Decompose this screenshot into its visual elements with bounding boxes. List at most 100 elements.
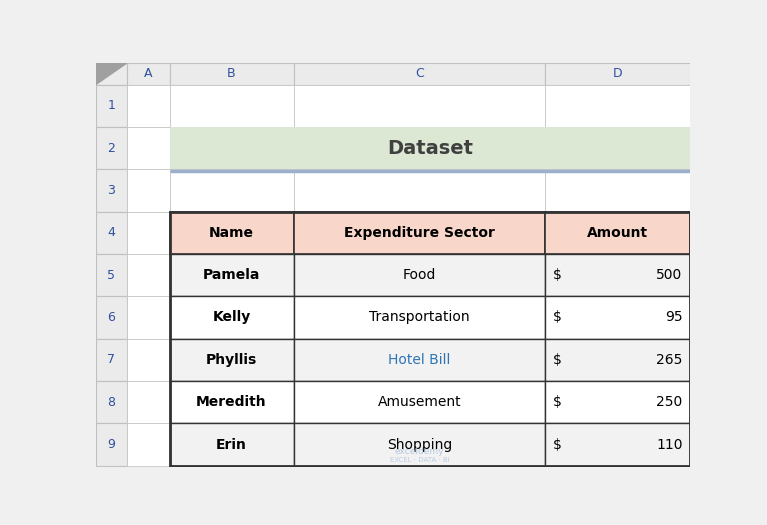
Text: $: $ <box>553 353 562 367</box>
Bar <box>127 296 170 339</box>
Text: Food: Food <box>403 268 436 282</box>
Text: 7: 7 <box>107 353 115 366</box>
Bar <box>127 63 170 85</box>
Bar <box>294 339 545 381</box>
Bar <box>127 339 170 381</box>
Bar <box>170 254 294 296</box>
Bar <box>294 296 545 339</box>
Text: 265: 265 <box>657 353 683 367</box>
Bar <box>170 169 294 212</box>
Bar <box>545 381 690 423</box>
Bar <box>294 339 545 381</box>
Text: 2: 2 <box>107 142 115 154</box>
Bar <box>96 296 127 339</box>
Text: Name: Name <box>209 226 254 240</box>
Text: 500: 500 <box>657 268 683 282</box>
Bar <box>127 423 170 466</box>
Bar <box>170 423 294 466</box>
Bar <box>127 212 170 254</box>
Text: 95: 95 <box>665 310 683 324</box>
Bar <box>170 423 294 466</box>
Bar <box>96 381 127 423</box>
Bar <box>294 127 545 169</box>
Bar <box>127 127 170 169</box>
Bar <box>294 423 545 466</box>
Bar <box>294 212 545 254</box>
Bar <box>96 85 127 127</box>
Text: 3: 3 <box>107 184 115 197</box>
Text: EXCEL · DATA · BI: EXCEL · DATA · BI <box>390 457 449 463</box>
Bar <box>96 339 127 381</box>
Bar <box>96 212 127 254</box>
Text: Amount: Amount <box>588 226 648 240</box>
Bar <box>545 339 690 381</box>
Bar <box>96 254 127 296</box>
Bar <box>545 296 690 339</box>
Bar <box>170 381 294 423</box>
Bar <box>170 127 294 169</box>
Bar <box>545 212 690 254</box>
Bar <box>170 85 294 127</box>
Bar <box>294 85 545 127</box>
Text: Dataset: Dataset <box>387 139 473 157</box>
Bar <box>545 169 690 212</box>
Bar <box>545 254 690 296</box>
Bar <box>545 127 690 169</box>
Text: Shopping: Shopping <box>387 437 452 452</box>
Bar <box>294 254 545 296</box>
Text: 8: 8 <box>107 396 115 408</box>
Text: 6: 6 <box>107 311 115 324</box>
Bar <box>96 423 127 466</box>
Bar <box>294 169 545 212</box>
Text: Meredith: Meredith <box>196 395 267 409</box>
Bar <box>170 254 294 296</box>
Text: 9: 9 <box>107 438 115 451</box>
Bar <box>170 212 294 254</box>
Text: $: $ <box>553 268 562 282</box>
Text: Transportation: Transportation <box>369 310 469 324</box>
Bar <box>170 339 294 381</box>
Bar <box>170 381 294 423</box>
Bar <box>170 212 294 254</box>
Bar <box>96 169 127 212</box>
Bar <box>545 254 690 296</box>
Bar <box>294 381 545 423</box>
Bar <box>545 296 690 339</box>
Text: D: D <box>613 67 623 80</box>
Text: Expenditure Sector: Expenditure Sector <box>344 226 495 240</box>
Bar <box>294 63 545 85</box>
Text: 4: 4 <box>107 226 115 239</box>
Bar <box>127 169 170 212</box>
Bar <box>545 423 690 466</box>
Text: 5: 5 <box>107 269 115 281</box>
Text: exceldemy: exceldemy <box>395 447 444 456</box>
Bar <box>96 63 127 85</box>
Text: A: A <box>144 67 153 80</box>
Bar <box>545 381 690 423</box>
Bar <box>127 254 170 296</box>
Bar <box>170 296 294 339</box>
Text: Kelly: Kelly <box>212 310 251 324</box>
Bar <box>170 339 294 381</box>
Bar <box>170 127 690 169</box>
Bar <box>96 127 127 169</box>
Bar <box>294 212 545 254</box>
Text: 1: 1 <box>107 99 115 112</box>
Bar <box>294 296 545 339</box>
Bar <box>294 381 545 423</box>
Bar <box>127 85 170 127</box>
Text: C: C <box>415 67 424 80</box>
Polygon shape <box>96 63 127 85</box>
Bar <box>170 296 294 339</box>
Bar <box>545 423 690 466</box>
Bar <box>545 85 690 127</box>
Text: 110: 110 <box>656 437 683 452</box>
Text: $: $ <box>553 310 562 324</box>
Bar <box>294 423 545 466</box>
Text: Hotel Bill: Hotel Bill <box>388 353 451 367</box>
Text: $: $ <box>553 395 562 409</box>
Text: Amusement: Amusement <box>377 395 461 409</box>
Text: B: B <box>227 67 235 80</box>
Bar <box>127 381 170 423</box>
Text: 250: 250 <box>657 395 683 409</box>
